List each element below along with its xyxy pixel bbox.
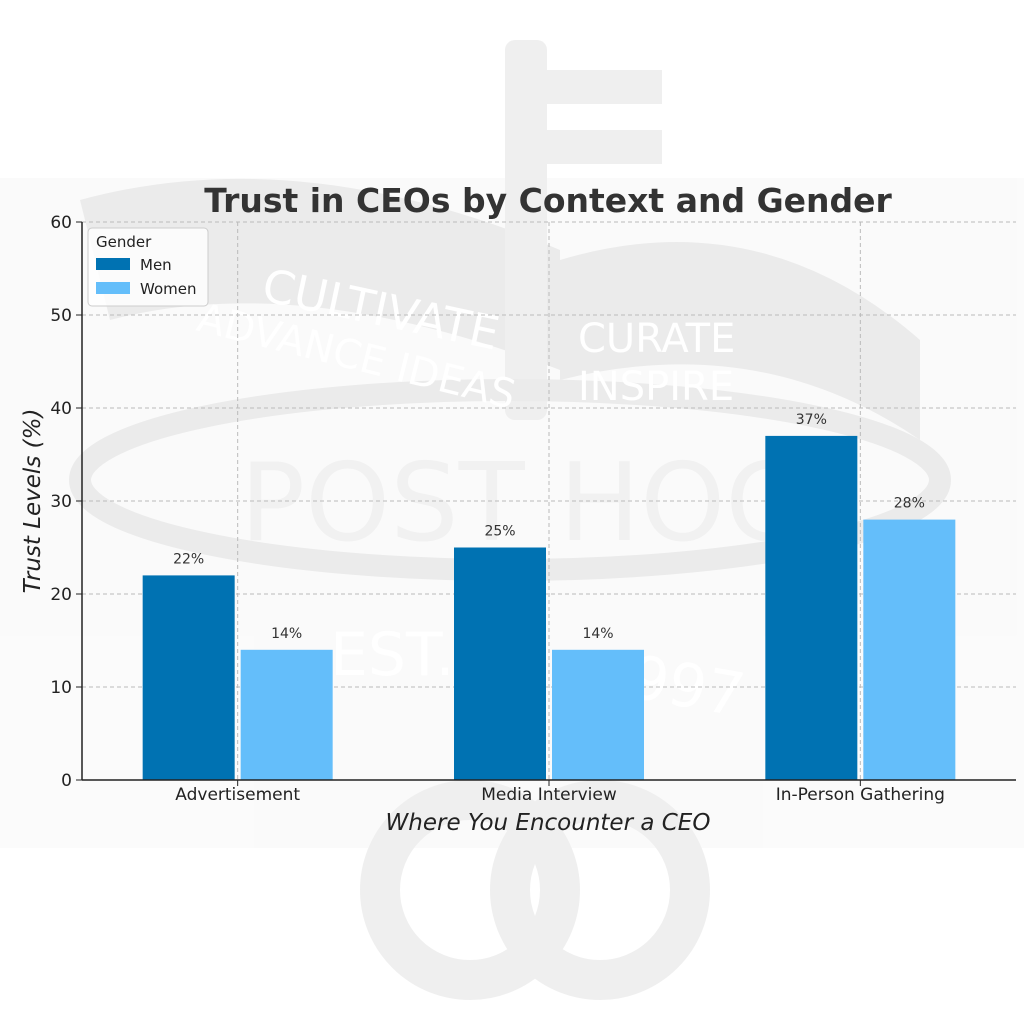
- x-tick-label: Media Interview: [481, 785, 617, 805]
- value-label-women-0: 14%: [271, 626, 302, 642]
- watermark-key-bow-right: [490, 780, 710, 1000]
- value-label-women-2: 28%: [894, 496, 925, 512]
- watermark-key-tooth-1: [547, 70, 662, 104]
- watermark-ribbon-left: [80, 178, 560, 370]
- grid: [82, 221, 1016, 780]
- y-tick-label: 30: [50, 492, 72, 512]
- y-tick-label: 50: [50, 306, 72, 326]
- value-labels: 22% 14% 25% 14% 37% 28%: [173, 412, 925, 642]
- y-tick-label: 20: [50, 585, 72, 605]
- legend-title: Gender: [96, 233, 152, 251]
- x-tick-label: In-Person Gathering: [776, 785, 945, 805]
- y-tick-label: 60: [50, 213, 72, 233]
- watermark-text-est: EST.: [330, 620, 455, 690]
- bar-women-2: [863, 519, 956, 780]
- y-axis-label: Trust Levels (%): [20, 409, 46, 594]
- legend: Gender Men Women: [87, 227, 209, 307]
- watermark-text-curate: CURATE: [578, 316, 735, 362]
- bar-men-0: [142, 575, 235, 780]
- legend-swatch-men: [96, 258, 130, 270]
- bar-women-0: [240, 649, 333, 780]
- value-label-men-2: 37%: [796, 412, 827, 428]
- x-tick-label: Advertisement: [175, 785, 300, 805]
- y-tick-label: 40: [50, 399, 72, 419]
- legend-label-women: Women: [140, 280, 196, 298]
- legend-swatch-women: [96, 282, 130, 294]
- watermark-key-bow-left: [360, 780, 580, 1000]
- y-tick-label: 0: [61, 771, 72, 791]
- legend-label-men: Men: [140, 256, 172, 274]
- value-label-women-1: 14%: [582, 626, 613, 642]
- bars: [142, 435, 956, 780]
- chart-title: Trust in CEOs by Context and Gender: [204, 181, 892, 220]
- value-label-men-0: 22%: [173, 551, 204, 567]
- y-tick-label: 10: [50, 678, 72, 698]
- value-label-men-1: 25%: [484, 524, 515, 540]
- watermark-key-shaft: [505, 40, 547, 420]
- watermark-ribbon-right: [560, 242, 920, 440]
- bar-men-1: [454, 547, 546, 780]
- watermark-text-inspire: INSPIRE: [578, 364, 734, 410]
- bar-women-1: [552, 649, 644, 780]
- x-axis-label: Where You Encounter a CEO: [386, 810, 711, 836]
- bar-men-2: [765, 435, 858, 780]
- watermark-key-tooth-2: [547, 130, 662, 164]
- watermark-text-post-hoc: POST HOC: [240, 441, 801, 566]
- axes: 0 10 20 30 40 50 60 Advertisement Media Intervie…: [50, 213, 1016, 805]
